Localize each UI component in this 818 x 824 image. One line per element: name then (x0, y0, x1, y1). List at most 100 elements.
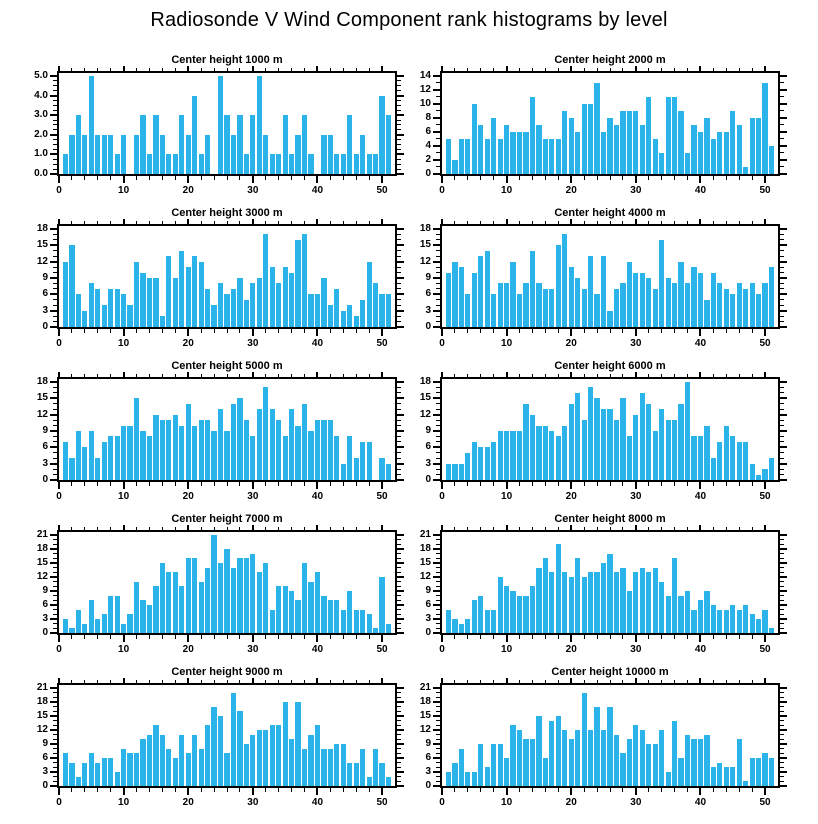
bar (217, 75, 224, 174)
bar (717, 609, 723, 633)
bar (192, 95, 198, 174)
bar (613, 288, 620, 327)
x-minor-tick-bottom (148, 176, 150, 180)
bar (295, 134, 301, 174)
x-tick-label: 0 (56, 644, 62, 655)
x-minor-tick-top (467, 527, 469, 530)
bar (95, 288, 101, 327)
x-minor-tick-top (544, 374, 546, 377)
y-minor-tick-right (397, 129, 401, 131)
bar (730, 294, 736, 327)
y-minor-tick-right (780, 692, 784, 694)
x-minor-tick-top (519, 680, 521, 683)
bar (62, 154, 69, 174)
x-minor-tick-bottom (738, 482, 740, 486)
x-tick-label: 10 (501, 185, 513, 196)
bar (549, 430, 555, 480)
x-minor-tick-bottom (661, 635, 663, 639)
x-minor-tick-top (148, 68, 150, 71)
x-minor-tick-bottom (661, 329, 663, 333)
x-minor-tick-bottom (467, 329, 469, 333)
y-minor-tick-right (397, 119, 401, 121)
x-minor-tick-bottom (200, 176, 202, 180)
bar (88, 600, 94, 633)
y-minor-tick-right (397, 435, 401, 437)
bar (353, 458, 359, 480)
bar (516, 294, 523, 327)
y-minor-tick-left (53, 85, 57, 87)
x-minor-tick-bottom (84, 788, 86, 792)
x-minor-tick-bottom (454, 176, 456, 180)
bar (314, 725, 321, 786)
x-major-tick-bottom (505, 482, 508, 489)
bar (665, 420, 671, 480)
x-minor-tick-top (355, 374, 357, 377)
y-minor-tick-left (53, 623, 57, 625)
bar (678, 261, 684, 327)
y-tick-label: 18 (419, 222, 431, 234)
y-major-tick-left (433, 144, 440, 147)
bar (192, 734, 198, 786)
y-tick-label: 0 (42, 627, 48, 638)
y-minor-tick-left (53, 692, 57, 694)
bar (542, 288, 548, 327)
x-minor-tick-bottom (355, 635, 357, 639)
x-minor-tick-top (687, 374, 689, 377)
bar (133, 581, 140, 633)
x-major-tick-top (634, 372, 637, 377)
bar (600, 409, 607, 480)
y-major-tick-left (433, 547, 440, 550)
x-minor-tick-top (467, 680, 469, 683)
x-minor-tick-bottom (239, 329, 241, 333)
y-minor-tick-right (780, 710, 784, 712)
y-tick-label: 6 (425, 751, 431, 763)
x-major-tick-top (251, 372, 254, 377)
x-major-tick-top (122, 219, 125, 224)
x-major-tick-bottom (505, 635, 508, 642)
x-major-tick-top (764, 219, 767, 224)
bar (256, 277, 262, 327)
y-minor-tick-right (397, 90, 401, 92)
bar (536, 283, 542, 327)
y-minor-tick-right (397, 392, 401, 394)
x-major-tick-bottom (58, 329, 60, 336)
x-minor-tick-top (738, 68, 740, 71)
x-minor-tick-top (239, 680, 241, 683)
bar (581, 288, 587, 327)
bar (756, 117, 762, 174)
x-major-tick-bottom (505, 788, 508, 795)
y-major-tick-left (50, 617, 57, 620)
x-major-tick-top (441, 678, 443, 683)
x-major-tick-bottom (764, 635, 767, 642)
x-minor-tick-top (97, 68, 99, 71)
x-minor-tick-top (213, 680, 215, 683)
x-minor-tick-bottom (480, 329, 482, 333)
y-minor-tick-right (397, 567, 401, 569)
x-minor-tick-bottom (751, 635, 753, 639)
y-major-tick-right (397, 603, 404, 606)
subplot-center-height-1000-m: Center height 1000 m 0 10 20 30 40 50 0.0 1.0 2.0… (23, 53, 415, 205)
bar (458, 748, 464, 786)
x-minor-tick-bottom (480, 482, 482, 486)
x-major-tick-top (570, 372, 573, 377)
x-minor-tick-top (304, 680, 306, 683)
y-minor-tick-left (53, 543, 57, 545)
bar (672, 420, 678, 480)
y-minor-tick-right (780, 435, 784, 437)
bar (704, 590, 710, 633)
bar (762, 609, 768, 633)
subplot-title: Center height 10000 m (551, 666, 669, 678)
y-major-tick-left (433, 561, 440, 564)
bars-layer (442, 532, 778, 633)
bar (697, 739, 704, 786)
y-tick-label: 15 (419, 709, 431, 721)
y-major-tick-right (780, 309, 787, 312)
x-minor-tick-top (110, 680, 112, 683)
x-major-tick-bottom (505, 329, 508, 336)
x-minor-tick-bottom (557, 329, 559, 333)
y-minor-tick-left (53, 627, 57, 629)
bar (327, 420, 333, 480)
y-minor-tick-left (53, 321, 57, 323)
bar (504, 283, 510, 327)
